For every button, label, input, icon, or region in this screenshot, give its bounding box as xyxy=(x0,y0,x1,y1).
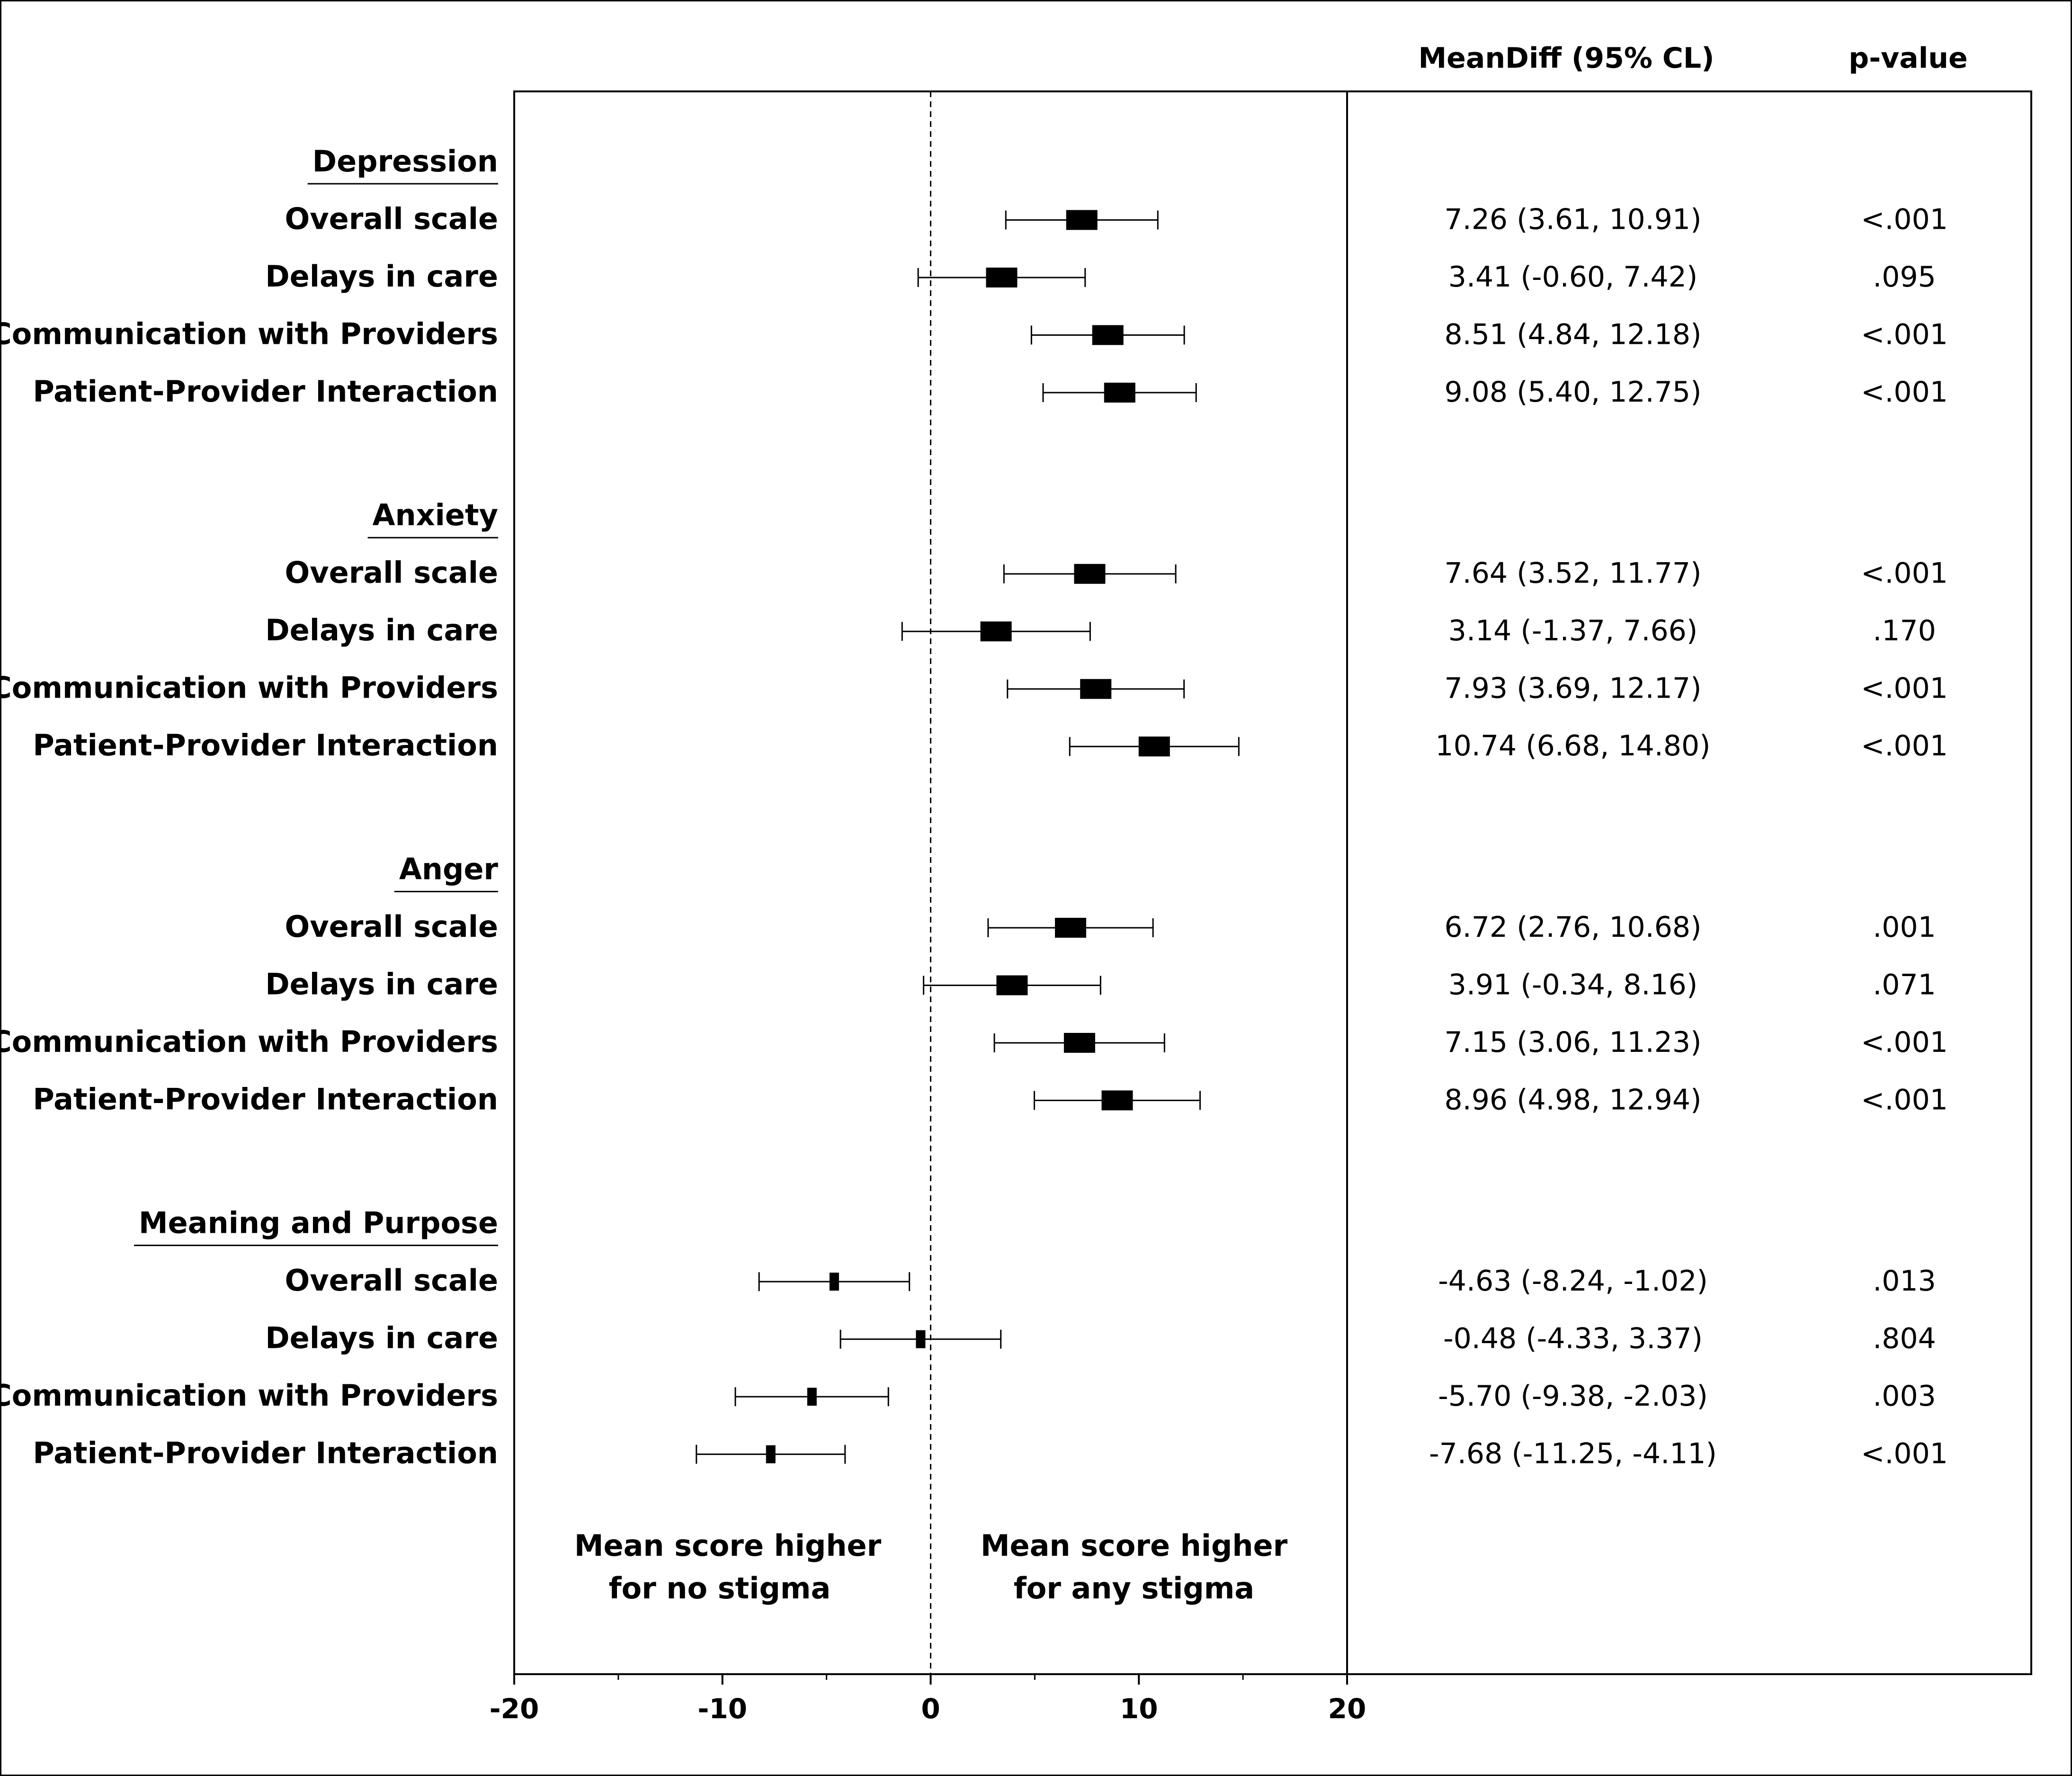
pvalue-text: .071 xyxy=(1873,968,1936,1001)
point-estimate xyxy=(986,268,1018,287)
estimate-text: -5.70 (-9.38, -2.03) xyxy=(1438,1380,1708,1413)
estimate-text: 3.91 (-0.34, 8.16) xyxy=(1448,968,1697,1001)
pvalue-text: <.001 xyxy=(1861,1083,1948,1116)
estimate-text: 8.96 (4.98, 12.94) xyxy=(1445,1083,1702,1116)
row-label: Communication with Providers xyxy=(0,671,498,705)
x-tick-label: 20 xyxy=(1328,1693,1366,1725)
group-header: Anger xyxy=(399,852,499,886)
pvalue-text: .003 xyxy=(1873,1380,1936,1413)
pvalue-text: .013 xyxy=(1873,1265,1936,1298)
point-estimate xyxy=(980,621,1012,642)
pvalue-text: <.001 xyxy=(1861,729,1948,762)
plot-area xyxy=(513,90,2032,1675)
estimate-text: 7.15 (3.06, 11.23) xyxy=(1445,1026,1702,1059)
estimate-text: 7.93 (3.69, 12.17) xyxy=(1445,672,1702,705)
row-label: Communication with Providers xyxy=(0,1378,498,1413)
estimate-text: 7.26 (3.61, 10.91) xyxy=(1445,203,1702,236)
pvalue-text: .170 xyxy=(1873,614,1936,647)
x-tick-label: -10 xyxy=(697,1693,747,1725)
point-estimate xyxy=(916,1330,926,1348)
estimate-text: 7.64 (3.52, 11.77) xyxy=(1445,557,1702,590)
point-estimate xyxy=(1104,383,1135,403)
point-estimate xyxy=(1066,210,1098,230)
row-label: Patient-Provider Interaction xyxy=(33,728,498,762)
point-estimate xyxy=(1092,325,1124,345)
pvalue-text: <.001 xyxy=(1861,1026,1948,1059)
estimate-text: 3.14 (-1.37, 7.66) xyxy=(1448,614,1697,647)
point-estimate xyxy=(1101,1090,1133,1111)
annotation-left-line1: Mean score higher xyxy=(574,1528,882,1563)
row-label: Delays in care xyxy=(265,613,498,647)
estimate-text: -0.48 (-4.33, 3.37) xyxy=(1443,1322,1703,1355)
pvalue-text: <.001 xyxy=(1861,1437,1948,1471)
estimate-text: -7.68 (-11.25, -4.11) xyxy=(1429,1437,1717,1471)
pvalue-text: <.001 xyxy=(1861,557,1948,590)
point-estimate xyxy=(807,1388,817,1406)
estimate-text: -4.63 (-8.24, -1.02) xyxy=(1438,1265,1708,1298)
point-estimate xyxy=(996,975,1028,996)
pvalue-text: <.001 xyxy=(1861,376,1948,409)
group-header: Meaning and Purpose xyxy=(139,1206,498,1240)
row-label: Patient-Provider Interaction xyxy=(33,1082,498,1116)
estimate-text: 6.72 (2.76, 10.68) xyxy=(1445,911,1702,944)
group-header: Depression xyxy=(313,144,498,179)
header-pvalue: p-value xyxy=(1849,42,1967,75)
pvalue-text: <.001 xyxy=(1861,318,1948,351)
row-label: Delays in care xyxy=(265,1321,498,1355)
pvalue-text: .095 xyxy=(1873,260,1936,294)
row-label: Patient-Provider Interaction xyxy=(33,1436,498,1471)
point-estimate xyxy=(1055,917,1087,938)
point-estimate xyxy=(1080,679,1112,699)
x-tick-label: 0 xyxy=(921,1693,940,1725)
row-label: Delays in care xyxy=(265,259,498,294)
pvalue-text: <.001 xyxy=(1861,672,1948,705)
point-estimate xyxy=(1138,736,1170,757)
x-tick-label: 10 xyxy=(1120,1693,1158,1725)
row-label: Overall scale xyxy=(285,556,498,590)
row-label: Overall scale xyxy=(285,909,498,944)
row-label: Patient-Provider Interaction xyxy=(33,374,498,409)
pvalue-text: .001 xyxy=(1873,911,1936,944)
row-label: Overall scale xyxy=(285,202,498,236)
pvalue-text: <.001 xyxy=(1861,203,1948,236)
row-label: Overall scale xyxy=(285,1263,498,1298)
estimate-text: 8.51 (4.84, 12.18) xyxy=(1445,318,1702,351)
point-estimate xyxy=(829,1273,839,1291)
estimate-text: 9.08 (5.40, 12.75) xyxy=(1445,376,1702,409)
row-label: Communication with Providers xyxy=(0,1024,498,1059)
row-label: Delays in care xyxy=(265,967,498,1001)
estimate-text: 3.41 (-0.60, 7.42) xyxy=(1448,260,1697,294)
point-estimate xyxy=(766,1445,776,1463)
x-tick-label: -20 xyxy=(490,1693,539,1725)
annotation-left-line2: for no stigma xyxy=(609,1571,831,1606)
group-header: Anxiety xyxy=(373,498,498,532)
annotation-right-line2: for any stigma xyxy=(1014,1571,1254,1606)
row-label: Communication with Providers xyxy=(0,317,498,351)
header-estimate: MeanDiff (95% CL) xyxy=(1418,42,1714,75)
pvalue-text: .804 xyxy=(1873,1322,1936,1355)
point-estimate xyxy=(1074,564,1106,584)
estimate-text: 10.74 (6.68, 14.80) xyxy=(1435,729,1710,762)
point-estimate xyxy=(1063,1032,1095,1053)
annotation-right-line1: Mean score higher xyxy=(981,1528,1288,1563)
